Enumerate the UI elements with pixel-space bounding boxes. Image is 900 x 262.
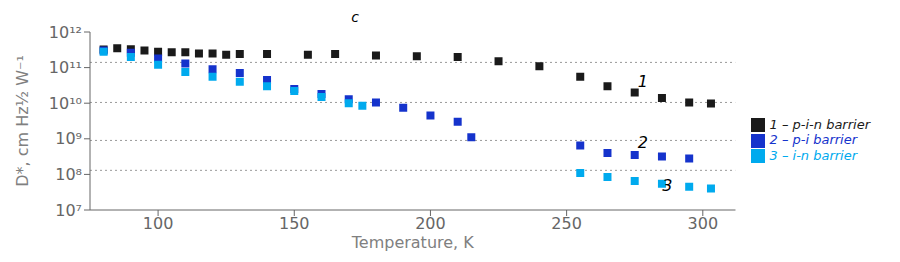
- html-text:c: c: [351, 9, 359, 25]
- svg-text:3: 3: [662, 176, 672, 195]
- html-text:3 – i-n barrier: 3 – i-n barrier: [769, 147, 858, 163]
- svg-text:10⁸: 10⁸: [55, 165, 82, 184]
- svg-text:100: 100: [143, 214, 174, 233]
- html-text:2 – p-i barrier: 2 – p-i barrier: [769, 132, 858, 148]
- svg-text:300: 300: [688, 214, 719, 233]
- svg-text:200: 200: [415, 214, 446, 233]
- svg-text:1: 1: [638, 72, 648, 91]
- svg-text:10¹²: 10¹²: [49, 26, 82, 42]
- svg-text:2: 2: [638, 133, 648, 152]
- svg-text:150: 150: [279, 214, 310, 233]
- svg-text:10¹⁰: 10¹⁰: [49, 94, 82, 113]
- svg-text:Temperature, K: Temperature, K: [351, 233, 475, 252]
- html-text:1 – p-i-n barrier: 1 – p-i-n barrier: [769, 116, 870, 132]
- svg-text:D*, cm Hz½ W⁻¹: D*, cm Hz½ W⁻¹: [13, 55, 32, 187]
- svg-text:10⁷: 10⁷: [55, 201, 82, 220]
- svg-text:10⁹: 10⁹: [55, 129, 82, 148]
- svg-text:250: 250: [551, 214, 582, 233]
- svg-text:10¹¹: 10¹¹: [49, 58, 82, 77]
